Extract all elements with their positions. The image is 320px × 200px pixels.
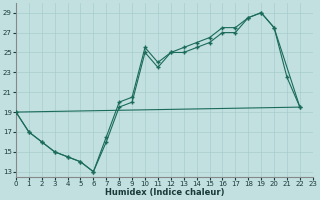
X-axis label: Humidex (Indice chaleur): Humidex (Indice chaleur) — [105, 188, 224, 197]
